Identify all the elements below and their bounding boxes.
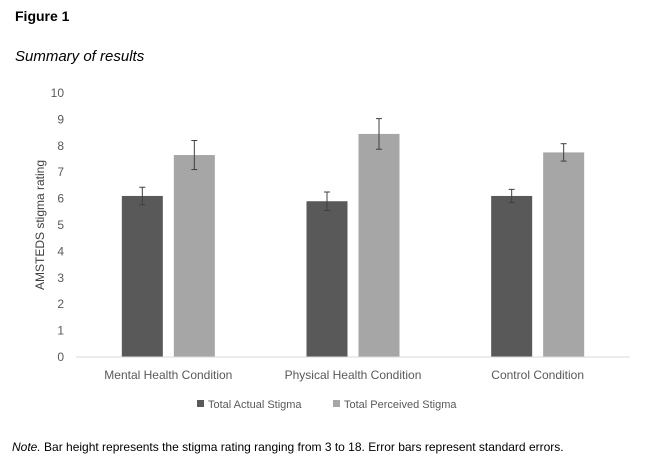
figure-label: Figure 1 <box>15 8 70 24</box>
bar-actual-1 <box>121 195 163 357</box>
x-category-label: Physical Health Condition <box>285 368 422 382</box>
legend-label-perceived: Total Perceived Stigma <box>344 399 457 411</box>
x-category-label: Control Condition <box>491 368 584 382</box>
figure-title: Summary of results <box>15 48 145 65</box>
note-prefix: Note. <box>12 440 41 454</box>
legend-swatch-perceived <box>333 400 340 407</box>
figure-note: Note. Bar height represents the stigma r… <box>12 440 564 454</box>
y-tick-label: 10 <box>51 86 65 100</box>
x-axis-categories: Mental Health Condition Physical Health C… <box>104 368 584 382</box>
bar-actual-2 <box>306 201 348 357</box>
y-tick-label: 8 <box>57 139 64 153</box>
y-tick-label: 2 <box>57 297 64 311</box>
bar-actual-3 <box>491 195 533 357</box>
y-tick-label: 0 <box>57 350 64 364</box>
error-bar-actual-3 <box>508 188 515 204</box>
legend-label-actual: Total Actual Stigma <box>208 399 302 411</box>
error-bar-actual-1 <box>139 186 146 206</box>
y-tick-label: 1 <box>57 324 64 338</box>
error-bars <box>139 118 567 211</box>
bars <box>121 133 585 357</box>
note-text: Bar height represents the stigma rating … <box>40 440 564 454</box>
y-tick-label: 6 <box>57 192 64 206</box>
y-tick-label: 7 <box>57 165 64 179</box>
bar-perceived-3 <box>543 152 585 357</box>
error-bar-actual-2 <box>324 191 330 211</box>
error-bar-perceived-1 <box>191 140 198 171</box>
error-bar-perceived-3 <box>560 143 567 162</box>
y-tick-label: 5 <box>57 218 64 232</box>
y-axis-label: AMSTEDS stigma rating <box>33 160 47 290</box>
legend-swatch-actual <box>197 400 204 407</box>
bar-perceived-2 <box>358 133 400 357</box>
y-tick-label: 9 <box>57 112 64 126</box>
legend: Total Actual Stigma Total Perceived Stigm… <box>197 399 457 411</box>
error-bar-perceived-2 <box>376 118 382 150</box>
x-category-label: Mental Health Condition <box>104 368 232 382</box>
y-tick-label: 3 <box>57 271 64 285</box>
bar-perceived-1 <box>173 155 215 357</box>
y-tick-label: 4 <box>57 244 64 258</box>
y-axis-ticks: 0 1 2 3 4 5 6 7 8 9 10 <box>51 86 65 364</box>
